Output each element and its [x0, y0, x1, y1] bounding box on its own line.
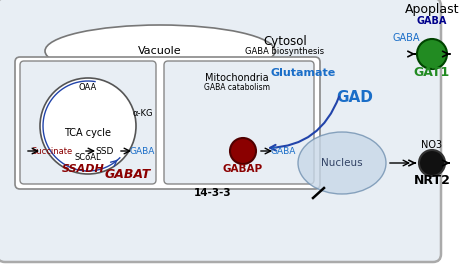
Text: SCoAL: SCoAL	[75, 153, 101, 163]
FancyBboxPatch shape	[20, 61, 156, 184]
Circle shape	[419, 150, 445, 176]
Text: GABA catabolism: GABA catabolism	[204, 82, 270, 92]
Text: 14-3-3: 14-3-3	[194, 188, 232, 198]
Text: SSD: SSD	[96, 147, 114, 156]
Text: GABA: GABA	[270, 147, 296, 156]
FancyBboxPatch shape	[164, 61, 314, 184]
Text: NO3: NO3	[421, 140, 443, 150]
Text: Glutamate: Glutamate	[270, 68, 336, 78]
Text: OAA: OAA	[79, 84, 97, 93]
Text: GAD: GAD	[337, 90, 374, 106]
Text: GAT1: GAT1	[414, 66, 450, 80]
Text: α-KG: α-KG	[133, 109, 154, 118]
Text: GABAT: GABAT	[105, 168, 151, 181]
Text: Nucleus: Nucleus	[321, 158, 363, 168]
Text: Vacuole: Vacuole	[138, 46, 182, 56]
FancyBboxPatch shape	[15, 57, 320, 189]
Text: GABA biosynthesis: GABA biosynthesis	[246, 47, 325, 56]
FancyBboxPatch shape	[0, 0, 441, 262]
Text: Succinate: Succinate	[31, 147, 73, 156]
Circle shape	[230, 138, 256, 164]
Circle shape	[40, 78, 136, 174]
Text: NRT2: NRT2	[413, 174, 450, 188]
Ellipse shape	[298, 132, 386, 194]
Text: TCA cycle: TCA cycle	[64, 128, 111, 138]
Text: GABA: GABA	[417, 16, 447, 26]
Text: Apoplast: Apoplast	[405, 3, 459, 16]
Text: GABAP: GABAP	[223, 164, 263, 174]
Text: Cytosol: Cytosol	[263, 35, 307, 48]
Text: GABA: GABA	[392, 33, 420, 43]
Text: GABA: GABA	[129, 147, 155, 156]
Text: Mitochondria: Mitochondria	[205, 73, 269, 83]
Ellipse shape	[45, 25, 275, 77]
Text: SSADH: SSADH	[62, 164, 104, 174]
Circle shape	[417, 39, 447, 69]
